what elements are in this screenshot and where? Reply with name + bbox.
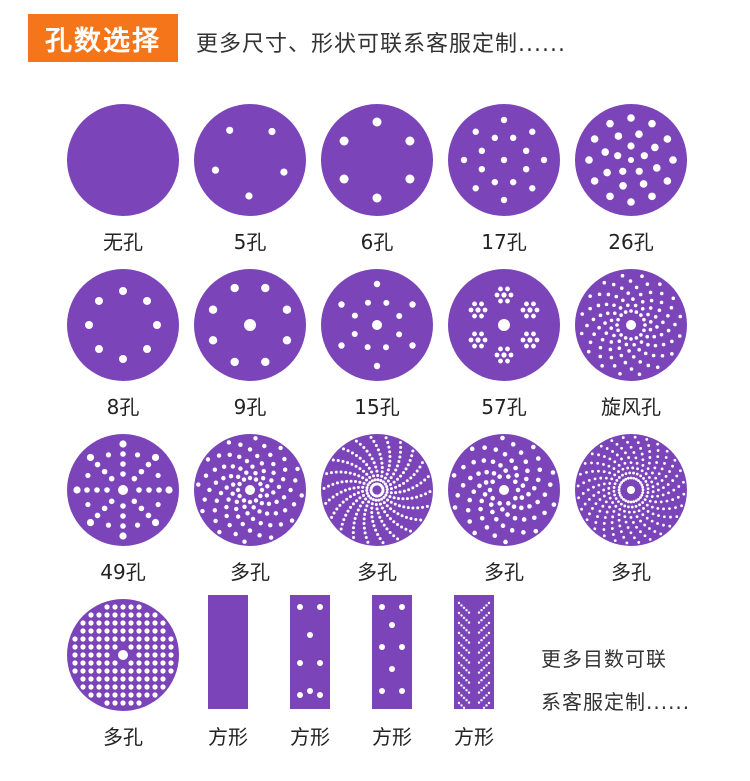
pattern-item: 多孔: [317, 430, 437, 585]
sanding-disc-graphic: [448, 104, 560, 216]
pattern-item: 57孔: [444, 265, 564, 420]
sanding-disc-graphic: [194, 269, 306, 381]
pattern-label: 旋风孔: [601, 395, 661, 419]
sanding-disc-graphic: [194, 104, 306, 216]
pattern-item: 6孔: [317, 100, 437, 255]
pattern-item: 26孔: [571, 100, 691, 255]
sanding-disc-graphic: [448, 269, 560, 381]
sanding-disc-graphic: [321, 104, 433, 216]
sanding-disc-graphic: [67, 434, 179, 546]
pattern-label: 5孔: [233, 230, 267, 254]
pattern-label: 9孔: [233, 395, 267, 419]
pattern-label: 多孔: [103, 725, 143, 749]
pattern-item: 多孔: [190, 430, 310, 585]
pattern-label: 17孔: [481, 230, 527, 254]
sanding-disc-graphic: [67, 599, 179, 711]
pattern-item: 9孔: [190, 265, 310, 420]
pattern-item: 多孔: [444, 430, 564, 585]
sanding-strip-graphic: [372, 595, 412, 709]
pattern-label: 多孔: [357, 560, 397, 584]
sanding-disc-graphic: [67, 104, 179, 216]
pattern-item: 旋风孔: [571, 265, 691, 420]
pattern-label: 57孔: [481, 395, 527, 419]
pattern-label: 8孔: [106, 395, 140, 419]
sanding-disc-graphic: [321, 269, 433, 381]
pattern-item: 8孔: [63, 265, 183, 420]
header-subtitle: 更多尺寸、形状可联系客服定制......: [196, 32, 566, 57]
note-line-2: 系客服定制......: [541, 690, 691, 714]
pattern-label: 无孔: [103, 230, 143, 254]
pattern-label: 多孔: [484, 560, 524, 584]
sanding-strip-graphic: [208, 595, 248, 709]
pattern-item: 方形: [362, 595, 482, 750]
pattern-label: 49孔: [100, 560, 146, 584]
pattern-item: 多孔: [571, 430, 691, 585]
header-title-badge: 孔数选择: [28, 14, 178, 62]
pattern-label: 多孔: [611, 560, 651, 584]
sanding-disc-graphic: [575, 269, 687, 381]
pattern-item: 无孔: [63, 100, 183, 255]
pattern-item: 方形: [444, 595, 564, 750]
pattern-label: 方形: [290, 725, 330, 749]
pattern-label: 26孔: [608, 230, 654, 254]
pattern-label: 15孔: [354, 395, 400, 419]
sanding-disc-graphic: [575, 104, 687, 216]
note-line-1: 更多目数可联: [541, 647, 667, 671]
pattern-label: 方形: [454, 725, 494, 749]
pattern-item: 多孔: [63, 595, 183, 750]
sanding-disc-graphic: [575, 434, 687, 546]
pattern-label: 多孔: [230, 560, 270, 584]
pattern-item: 方形: [198, 595, 318, 750]
pattern-label: 6孔: [360, 230, 394, 254]
pattern-item: 15孔: [317, 265, 437, 420]
sanding-strip-graphic: [290, 595, 330, 709]
sanding-disc-graphic: [194, 434, 306, 546]
pattern-item: 方形: [280, 595, 400, 750]
sanding-disc-graphic: [448, 434, 560, 546]
pattern-label: 方形: [208, 725, 248, 749]
sanding-disc-graphic: [67, 269, 179, 381]
pattern-item: 49孔: [63, 430, 183, 585]
sanding-strip-graphic: [454, 595, 494, 714]
pattern-item: 5孔: [190, 100, 310, 255]
pattern-item: 17孔: [444, 100, 564, 255]
sanding-disc-graphic: [321, 434, 433, 546]
pattern-label: 方形: [372, 725, 412, 749]
